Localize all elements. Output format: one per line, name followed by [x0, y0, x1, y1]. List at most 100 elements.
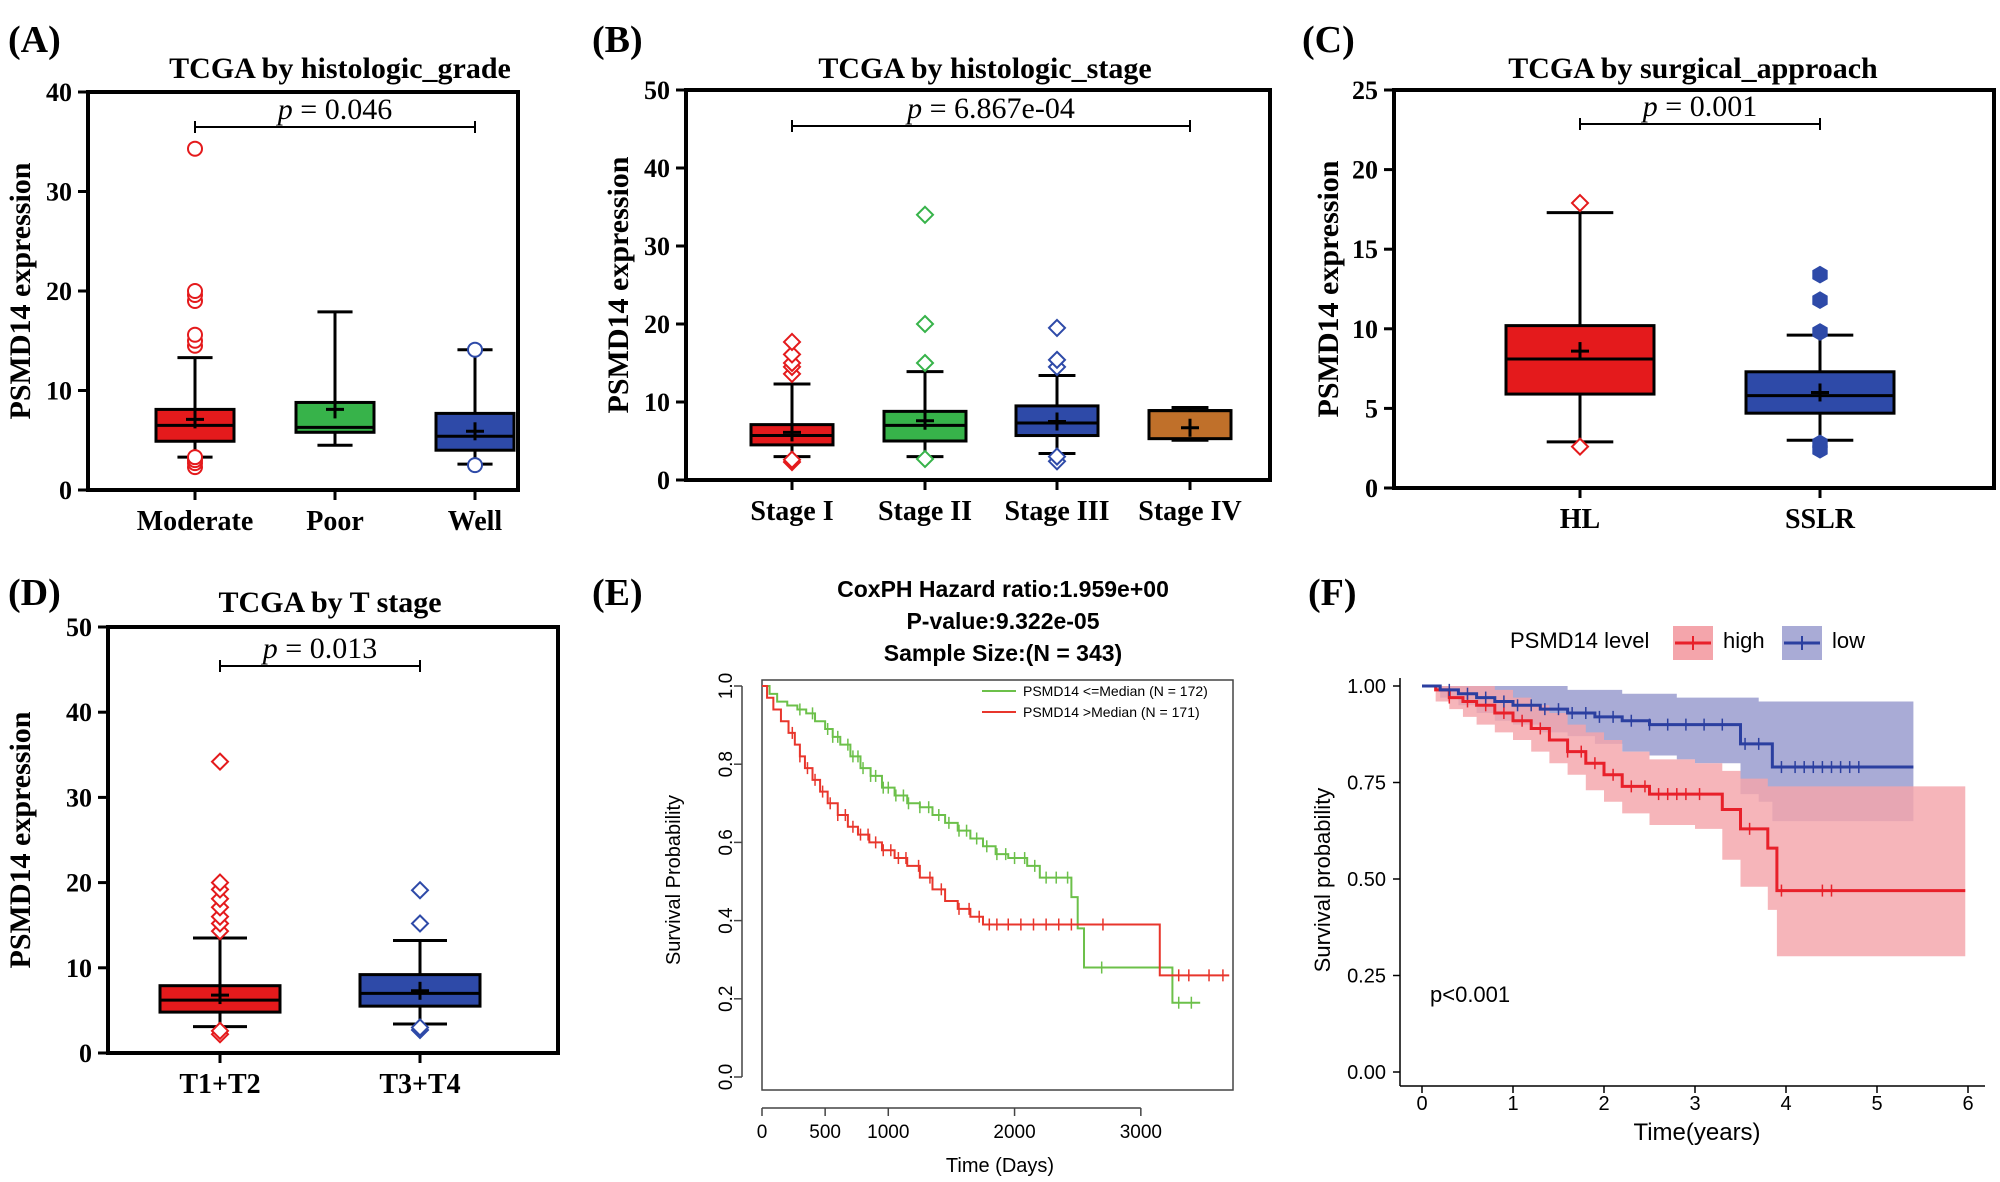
y-tick-label: 20	[644, 310, 670, 339]
outlier-point	[915, 314, 935, 334]
panel-label-c: (C)	[1302, 19, 1355, 61]
outlier-point	[187, 140, 203, 157]
x-tick-label: T3+T4	[379, 1069, 460, 1100]
chart-panel-c: TCGA by surgical_approach PSMD14 expressi…	[1312, 52, 1996, 535]
outlier-point	[782, 332, 802, 352]
outlier-point	[410, 880, 430, 900]
y-axis-label: PSMD14 expression	[602, 156, 635, 413]
panel-label-b: (B)	[592, 19, 643, 61]
x-axis-label: Time(years)	[1633, 1119, 1760, 1146]
panel-label-d: (D)	[8, 572, 61, 614]
y-axis-label: PSMD14 expression	[4, 162, 37, 419]
x-tick-label: 6	[1962, 1093, 1973, 1115]
x-tick-label: 5	[1871, 1093, 1882, 1115]
outlier-point	[1570, 193, 1590, 213]
chart-title-line: CoxPH Hazard ratio:1.959e+00	[837, 576, 1169, 602]
x-tick-label: Stage I	[750, 496, 833, 527]
x-tick-label: 2	[1598, 1093, 1609, 1115]
box-stage-iii	[1014, 404, 1100, 438]
y-axis-label: PSMD14 expression	[4, 711, 37, 968]
y-tick-label: 40	[66, 698, 92, 727]
y-tick-label: 20	[1352, 156, 1378, 185]
y-tick-label: 40	[46, 78, 72, 107]
chart-title: TCGA by histologic_grade	[169, 52, 511, 85]
outlier-point	[187, 283, 203, 299]
y-tick-label: 0	[657, 466, 670, 495]
y-tick-label: 20	[46, 277, 72, 306]
y-tick-label: 1.00	[1347, 676, 1386, 698]
outlier-point	[1812, 323, 1828, 341]
outlier-point	[210, 752, 230, 772]
outlier-point	[1812, 291, 1828, 310]
outlier-point	[1812, 265, 1828, 284]
y-tick-label: 0.00	[1347, 1062, 1386, 1084]
y-axis-label: Survival Probability	[663, 795, 685, 965]
outlier-point	[782, 345, 802, 364]
x-tick-label: 0	[757, 1122, 768, 1143]
x-tick-label: 1000	[867, 1122, 909, 1143]
survival-curve-low	[762, 685, 1201, 1004]
chart-title: TCGA by surgical_approach	[1508, 52, 1878, 85]
chart-panel-f: PSMD14 level high low 0.00 0.25 0.50 0.75 1.00 S…	[1310, 626, 1985, 1146]
y-axis-label: Survival probability	[1310, 788, 1335, 973]
y-tick-label: 0	[79, 1039, 92, 1068]
outlier-point	[187, 449, 203, 466]
chart-panel-a: TCGA by histologic_grade PSMD14 expressio…	[4, 52, 520, 537]
chart-title: TCGA by T stage	[218, 586, 441, 619]
x-tick-label: Moderate	[137, 506, 254, 537]
y-tick-label: 10	[46, 377, 72, 406]
chart-panel-b: TCGA by histologic_stage PSMD14 expressio…	[602, 52, 1272, 527]
y-tick-label: 20	[66, 869, 92, 898]
x-tick-label: Stage III	[1004, 496, 1109, 527]
x-axis-label: Time (Days)	[946, 1155, 1054, 1177]
y-tick-label: 10	[66, 954, 92, 983]
outlier-point	[1812, 434, 1828, 453]
legend-label: PSMD14 <=Median (N = 172)	[1023, 683, 1208, 699]
p-value-label: p = 0.013	[261, 632, 377, 665]
outlier-point	[1570, 437, 1590, 457]
outlier-point	[1047, 318, 1067, 338]
y-tick-label: 0.75	[1347, 773, 1386, 795]
legend-label: high	[1723, 628, 1765, 653]
y-tick-label: 25	[1352, 76, 1378, 105]
outlier-point	[210, 873, 230, 893]
y-tick-label: 0.50	[1347, 869, 1386, 891]
x-tick-label: 3000	[1120, 1122, 1162, 1143]
y-tick-label: 50	[66, 613, 92, 642]
y-tick-label: 15	[1352, 235, 1378, 264]
outlier-point	[467, 457, 483, 474]
confidence-band-high	[1422, 686, 1966, 957]
y-tick-label: 0.4	[716, 907, 737, 934]
y-axis-label: PSMD14 expression	[1312, 160, 1345, 417]
x-tick-label: SSLR	[1785, 504, 1856, 535]
y-tick-label: 0	[1365, 474, 1378, 503]
survival-curve-high	[762, 685, 1230, 977]
outlier-point	[467, 341, 483, 358]
x-tick-label: 1	[1507, 1093, 1518, 1115]
plot-frame	[106, 625, 560, 1055]
x-tick-label: 500	[809, 1122, 841, 1143]
y-tick-label: 1.0	[716, 673, 737, 699]
outlier-point	[1047, 447, 1067, 467]
x-tick-label: Stage II	[878, 496, 972, 527]
y-tick-label: 50	[644, 76, 670, 105]
chart-panel-d: TCGA by T stage PSMD14 expression 0 10 20 30 4…	[4, 586, 560, 1100]
chart-title: TCGA by histologic_stage	[818, 52, 1151, 85]
y-tick-label: 10	[1352, 315, 1378, 344]
y-tick-label: 30	[46, 178, 72, 207]
x-tick-label: 2000	[993, 1122, 1035, 1143]
outlier-point	[915, 353, 935, 373]
legend-label: PSMD14 >Median (N = 171)	[1023, 704, 1200, 720]
x-tick-label: 3	[1689, 1093, 1700, 1115]
outlier-point	[187, 326, 203, 343]
outlier-point	[915, 449, 935, 469]
p-value-label: p = 6.867e-04	[905, 92, 1075, 125]
x-tick-label: T1+T2	[179, 1069, 260, 1100]
outlier-point	[210, 1021, 230, 1041]
y-tick-label: 0.8	[716, 751, 737, 777]
chart-panel-e: CoxPH Hazard ratio:1.959e+00 P-value:9.32…	[663, 576, 1234, 1177]
plot-frame	[684, 88, 1272, 482]
y-tick-label: 40	[644, 154, 670, 183]
y-tick-label: 30	[644, 232, 670, 261]
